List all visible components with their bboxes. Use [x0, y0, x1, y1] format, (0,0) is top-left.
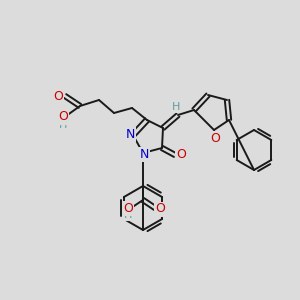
- Text: O: O: [58, 110, 68, 124]
- Text: N: N: [125, 128, 135, 140]
- Text: O: O: [53, 89, 63, 103]
- Text: H: H: [59, 120, 67, 130]
- Text: H: H: [172, 102, 180, 112]
- Text: N: N: [139, 148, 149, 160]
- Text: O: O: [155, 202, 165, 215]
- Text: H: H: [124, 210, 132, 220]
- Text: O: O: [210, 131, 220, 145]
- Text: O: O: [123, 202, 133, 214]
- Text: O: O: [176, 148, 186, 161]
